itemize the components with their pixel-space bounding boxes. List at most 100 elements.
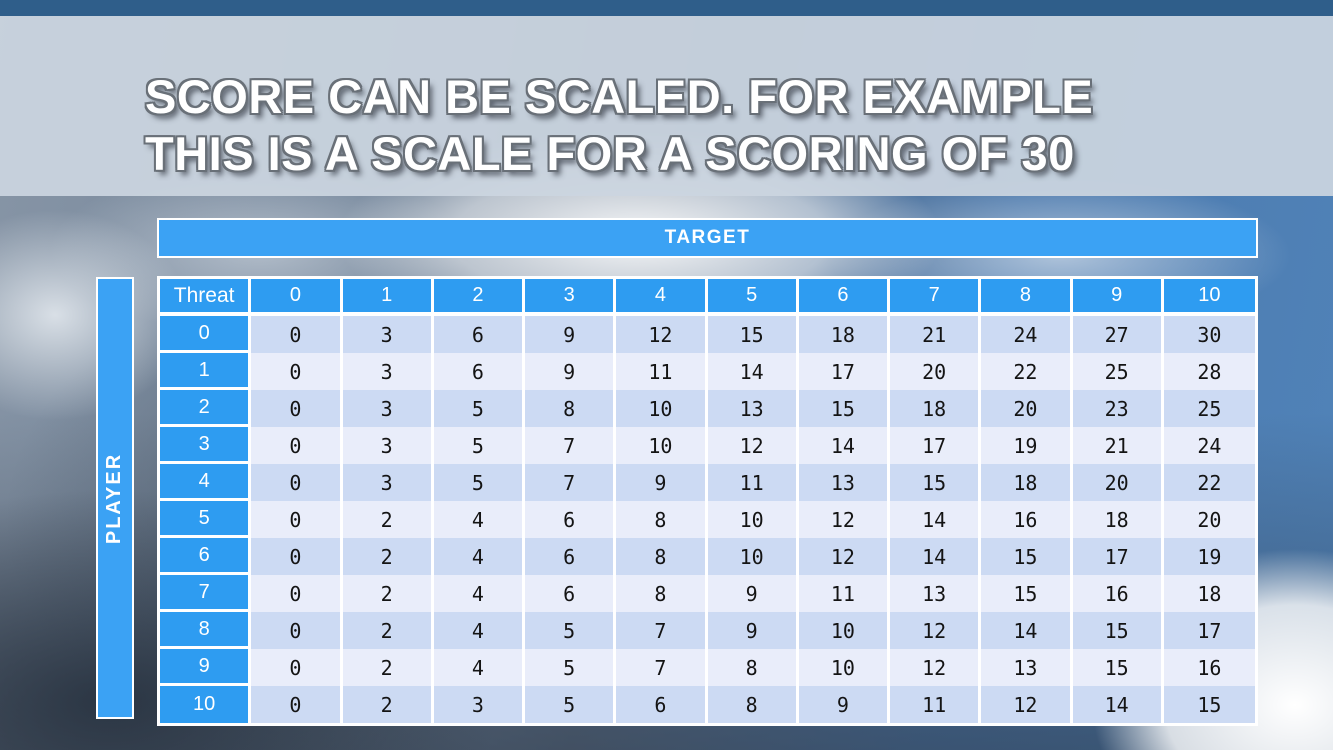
score-cell: 14 — [798, 427, 890, 464]
score-cell: 6 — [525, 575, 617, 612]
score-cell: 5 — [525, 686, 617, 723]
score-cell: 5 — [433, 427, 525, 464]
score-cell: 17 — [798, 353, 890, 390]
score-cell: 6 — [525, 501, 617, 538]
score-cell: 9 — [525, 353, 617, 390]
score-cell: 11 — [707, 464, 799, 501]
score-cell: 5 — [433, 390, 525, 427]
score-cell: 18 — [798, 316, 890, 353]
score-cell: 22 — [1163, 464, 1255, 501]
score-table: Threat 0 1 2 3 4 5 6 7 8 9 10 0 0 3 6 9 12 15 18 21 24 27 30 1 0… — [157, 276, 1258, 726]
score-cell: 5 — [525, 612, 617, 649]
row-header-cell: 4 — [160, 464, 252, 501]
column-header-cell: 0 — [251, 279, 343, 316]
column-header-cell: 6 — [798, 279, 890, 316]
row-header-cell: 6 — [160, 538, 252, 575]
score-cell: 14 — [1072, 686, 1164, 723]
score-cell: 0 — [251, 353, 343, 390]
score-cell: 8 — [616, 501, 708, 538]
table-row: 3 0 3 5 7 10 12 14 17 19 21 24 — [160, 427, 1255, 464]
score-cell: 13 — [707, 390, 799, 427]
score-cell: 12 — [981, 686, 1073, 723]
score-cell: 0 — [251, 390, 343, 427]
row-header-cell: 1 — [160, 353, 252, 390]
column-header-cell: 3 — [525, 279, 617, 316]
score-cell: 15 — [1072, 649, 1164, 686]
score-cell: 24 — [981, 316, 1073, 353]
player-axis-bar: PLAYER — [96, 277, 134, 719]
column-header-cell: 10 — [1163, 279, 1255, 316]
row-header-cell: 3 — [160, 427, 252, 464]
score-cell: 20 — [981, 390, 1073, 427]
score-cell: 14 — [890, 538, 982, 575]
score-table-header: Threat 0 1 2 3 4 5 6 7 8 9 10 — [160, 279, 1255, 316]
title-banner: SCORE CAN BE SCALED. FOR EXAMPLE THIS IS… — [0, 16, 1333, 196]
table-row: 5 0 2 4 6 8 10 12 14 16 18 20 — [160, 501, 1255, 538]
score-cell: 2 — [342, 538, 434, 575]
row-header-cell: 8 — [160, 612, 252, 649]
row-header-cell: 7 — [160, 575, 252, 612]
slide-title-line1: SCORE CAN BE SCALED. FOR EXAMPLE — [145, 70, 1094, 123]
table-row: 4 0 3 5 7 9 11 13 15 18 20 22 — [160, 464, 1255, 501]
score-cell: 0 — [251, 649, 343, 686]
score-cell: 19 — [1163, 538, 1255, 575]
score-cell: 18 — [981, 464, 1073, 501]
score-cell: 7 — [525, 427, 617, 464]
score-cell: 0 — [251, 427, 343, 464]
table-row: 1 0 3 6 9 11 14 17 20 22 25 28 — [160, 353, 1255, 390]
score-cell: 12 — [616, 316, 708, 353]
row-header-cell: 2 — [160, 390, 252, 427]
score-cell: 5 — [433, 464, 525, 501]
slide-title: SCORE CAN BE SCALED. FOR EXAMPLE THIS IS… — [145, 68, 1093, 182]
score-cell: 25 — [1072, 353, 1164, 390]
score-cell: 18 — [1072, 501, 1164, 538]
score-cell: 7 — [616, 612, 708, 649]
score-cell: 15 — [981, 538, 1073, 575]
score-cell: 3 — [433, 686, 525, 723]
column-header-cell: 1 — [342, 279, 434, 316]
score-cell: 8 — [707, 649, 799, 686]
score-cell: 9 — [525, 316, 617, 353]
row-header-cell: 5 — [160, 501, 252, 538]
score-cell: 20 — [1163, 501, 1255, 538]
score-table-body: 0 0 3 6 9 12 15 18 21 24 27 30 1 0 3 6 9 11 14 17 20 22 25 28 2 0… — [160, 316, 1255, 723]
score-cell: 11 — [890, 686, 982, 723]
score-cell: 6 — [433, 316, 525, 353]
score-cell: 12 — [890, 612, 982, 649]
table-row: 6 0 2 4 6 8 10 12 14 15 17 19 — [160, 538, 1255, 575]
table-row: 9 0 2 4 5 7 8 10 12 13 15 16 — [160, 649, 1255, 686]
score-cell: 16 — [1072, 575, 1164, 612]
score-cell: 4 — [433, 575, 525, 612]
column-header-cell: 4 — [616, 279, 708, 316]
score-cell: 21 — [890, 316, 982, 353]
score-cell: 8 — [616, 575, 708, 612]
score-cell: 7 — [616, 649, 708, 686]
score-cell: 0 — [251, 316, 343, 353]
score-cell: 13 — [981, 649, 1073, 686]
score-cell: 2 — [342, 686, 434, 723]
score-cell: 0 — [251, 686, 343, 723]
score-cell: 10 — [707, 538, 799, 575]
score-cell: 12 — [798, 538, 890, 575]
score-cell: 25 — [1163, 390, 1255, 427]
score-cell: 11 — [798, 575, 890, 612]
score-cell: 14 — [707, 353, 799, 390]
score-cell: 4 — [433, 612, 525, 649]
score-cell: 22 — [981, 353, 1073, 390]
score-cell: 10 — [616, 427, 708, 464]
score-cell: 9 — [616, 464, 708, 501]
score-cell: 15 — [981, 575, 1073, 612]
score-cell: 13 — [798, 464, 890, 501]
score-cell: 28 — [1163, 353, 1255, 390]
score-cell: 18 — [890, 390, 982, 427]
row-header-cell: 10 — [160, 686, 252, 723]
column-header-cell: 9 — [1072, 279, 1164, 316]
score-cell: 10 — [707, 501, 799, 538]
score-cell: 6 — [433, 353, 525, 390]
score-cell: 13 — [890, 575, 982, 612]
score-cell: 0 — [251, 575, 343, 612]
column-header-cell: 2 — [433, 279, 525, 316]
score-cell: 23 — [1072, 390, 1164, 427]
table-row: 2 0 3 5 8 10 13 15 18 20 23 25 — [160, 390, 1255, 427]
score-cell: 21 — [1072, 427, 1164, 464]
